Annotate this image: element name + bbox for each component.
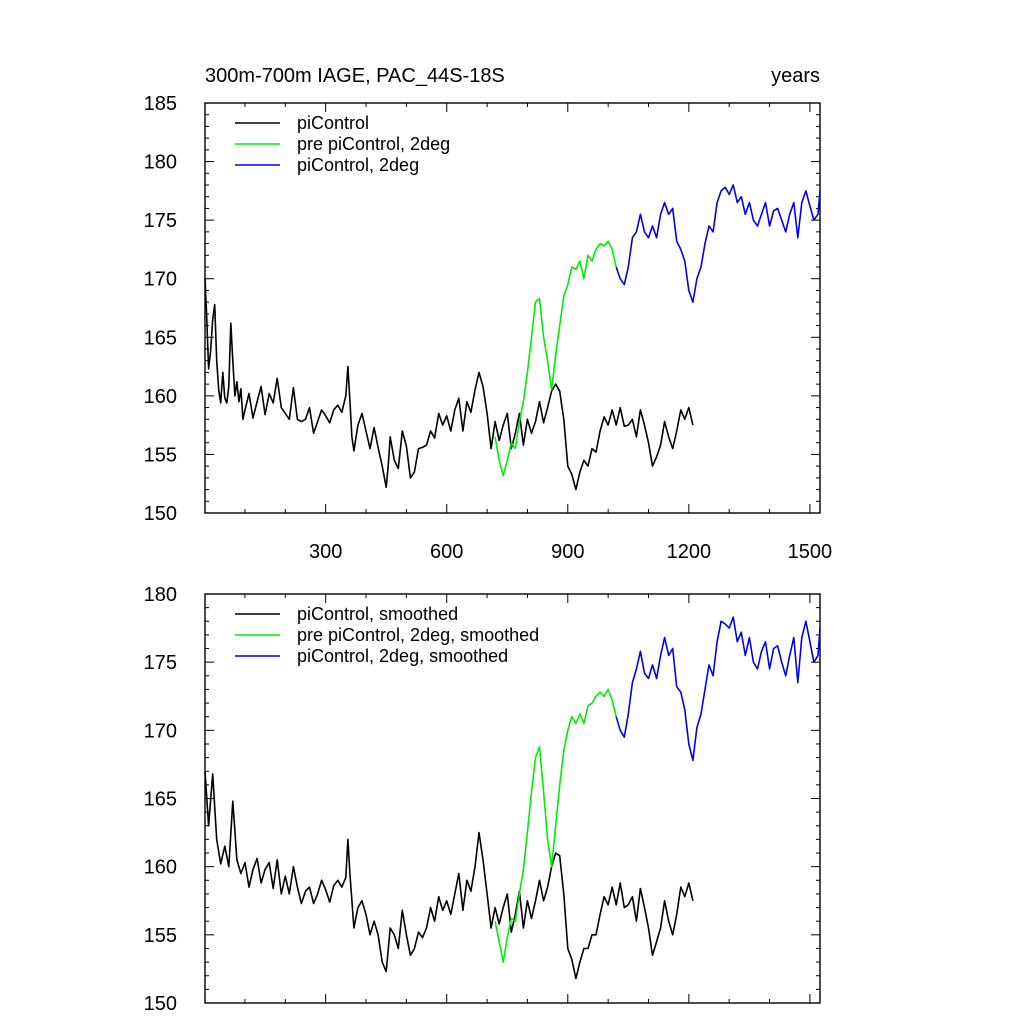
units-label: years <box>771 65 820 87</box>
x-tick-label: 1500 <box>788 541 833 563</box>
y-tick-label: 160 <box>144 857 177 879</box>
y-tick-label: 155 <box>144 444 177 466</box>
series-line-1 <box>204 278 694 491</box>
plot-frame <box>204 102 821 514</box>
legend-label: pre piControl, 2deg <box>297 134 450 154</box>
legend-label: pre piControl, 2deg, smoothed <box>297 625 539 645</box>
chart-title: 300m-700m IAGE, PAC_44S-18S <box>205 65 505 87</box>
legend-label: piControl, smoothed <box>297 604 458 624</box>
y-tick-label: 180 <box>144 152 177 174</box>
x-tick-label: 300 <box>309 541 342 563</box>
series-line-1 <box>204 771 694 980</box>
y-tick-label: 165 <box>144 327 177 349</box>
x-tick-label: 600 <box>430 541 463 563</box>
y-tick-label: 185 <box>144 93 177 115</box>
x-tick-label: 900 <box>551 541 584 563</box>
y-tick-label: 170 <box>144 720 177 742</box>
legend-label: piControl, 2deg, smoothed <box>297 646 508 666</box>
series-line-2 <box>494 240 617 477</box>
y-tick-label: 155 <box>144 925 177 947</box>
y-tick-label: 175 <box>144 210 177 232</box>
series-line-3 <box>615 184 821 303</box>
y-tick-label: 150 <box>144 503 177 525</box>
x-tick-label: 1200 <box>667 541 712 563</box>
legend-label: piControl <box>297 113 369 133</box>
series-line-2 <box>494 688 617 963</box>
y-tick-label: 170 <box>144 269 177 291</box>
series-line-3 <box>615 616 821 762</box>
y-tick-label: 160 <box>144 386 177 408</box>
legend-label: piControl, 2deg <box>297 155 419 175</box>
y-tick-label: 165 <box>144 789 177 811</box>
y-tick-label: 150 <box>144 993 177 1015</box>
top-panel: 300m-700m IAGE, PAC_44S-18S years 150 155… <box>144 65 833 563</box>
y-tick-label: 175 <box>144 652 177 674</box>
y-tick-label: 180 <box>144 584 177 606</box>
bottom-panel: 150 155 160 165 170 175 180 piControl, smoothed… <box>144 584 821 1015</box>
